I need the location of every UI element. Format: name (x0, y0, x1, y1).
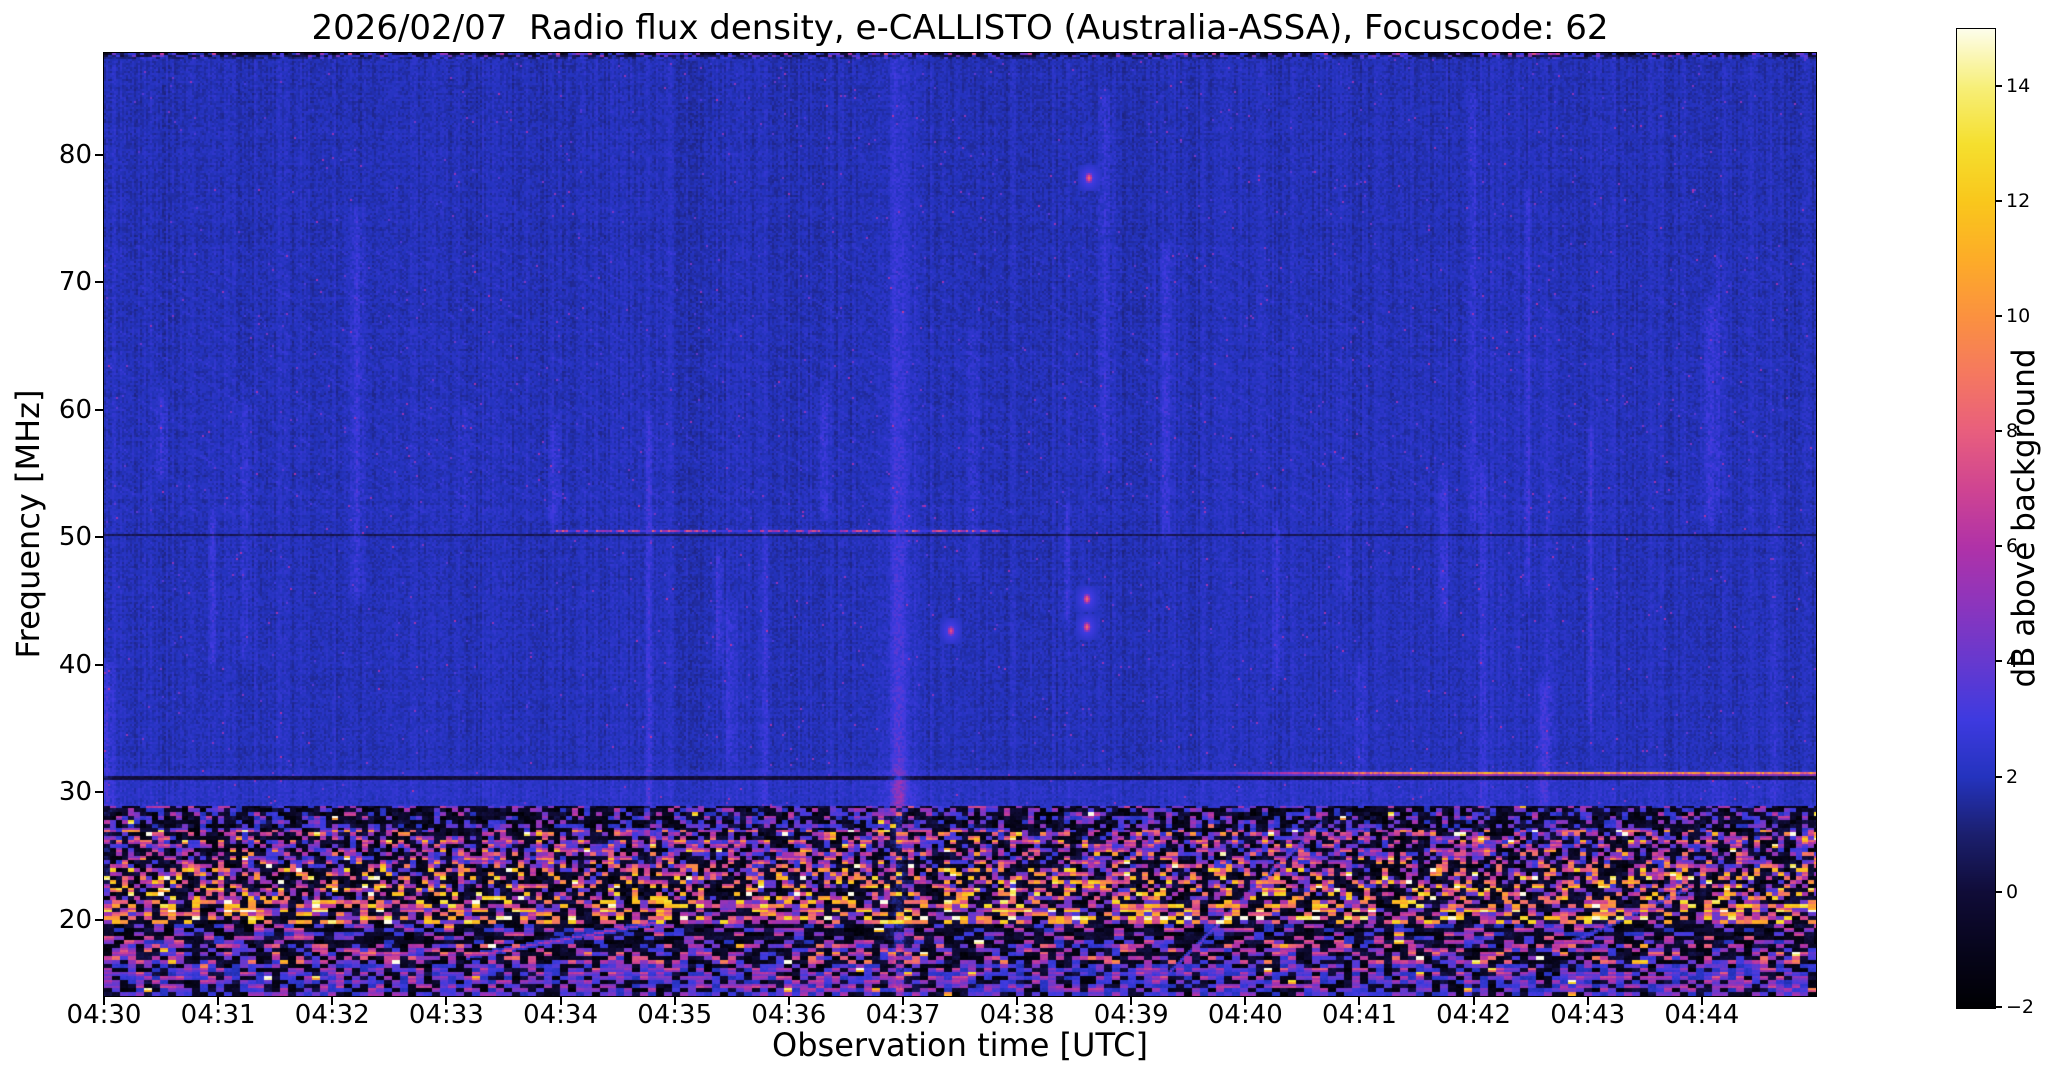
x-tick-mark (1130, 997, 1133, 1005)
colorbar-tick-mark (1995, 314, 2002, 317)
colorbar-tick-label: 14 (2006, 74, 2031, 97)
x-tick-mark (103, 997, 105, 1005)
x-axis-label: Observation time [UTC] (772, 1026, 1148, 1064)
y-tick-mark (95, 408, 103, 411)
x-tick-mark (1016, 997, 1019, 1005)
y-tick-label: 70 (58, 267, 92, 298)
colorbar-tick-mark (1995, 660, 2002, 663)
y-tick-label: 60 (58, 394, 92, 425)
x-tick-mark (1700, 997, 1703, 1005)
colorbar-tick-mark (1995, 199, 2002, 202)
colorbar-tick-mark (1995, 1006, 2002, 1008)
y-tick-mark (95, 281, 103, 284)
y-tick-label: 30 (58, 777, 92, 808)
x-tick-label: 04:40 (1207, 1000, 1283, 1030)
x-tick-label: 04:42 (1436, 1000, 1512, 1030)
y-axis-label: Frequency [MHz] (9, 389, 47, 659)
y-tick-label: 80 (58, 139, 92, 170)
x-tick-mark (1358, 997, 1361, 1005)
x-tick-mark (1586, 997, 1589, 1005)
colorbar-tick-label: −2 (2006, 996, 2035, 1018)
x-tick-label: 04:41 (1321, 1000, 1397, 1030)
plot-frame (103, 52, 1817, 997)
x-tick-mark (1472, 997, 1475, 1005)
x-tick-mark (331, 997, 334, 1005)
x-tick-mark (1244, 997, 1247, 1005)
colorbar-tick-mark (1995, 890, 2002, 893)
colorbar-canvas (1956, 28, 1996, 1009)
y-tick-mark (95, 791, 103, 794)
x-tick-label: 04:34 (523, 1000, 598, 1030)
y-tick-label: 50 (58, 522, 92, 553)
x-tick-label: 04:35 (637, 1000, 713, 1030)
x-tick-label: 04:32 (294, 1000, 370, 1030)
colorbar-tick-mark (1995, 430, 2002, 433)
x-tick-mark (217, 997, 220, 1005)
y-tick-label: 40 (58, 649, 92, 680)
x-tick-mark (445, 997, 448, 1005)
colorbar-tick-mark (1995, 84, 2002, 87)
colorbar-tick-label: 4 (2006, 650, 2019, 673)
x-tick-mark (901, 997, 904, 1005)
x-tick-label: 04:33 (408, 1000, 484, 1030)
x-tick-label: 04:37 (865, 1000, 941, 1030)
x-tick-mark (787, 997, 790, 1005)
x-tick-mark (559, 997, 562, 1005)
x-tick-label: 04:39 (1093, 1000, 1169, 1030)
spectrogram-canvas (104, 53, 1816, 996)
chart-title: 2026/02/07 Radio flux density, e-CALLIST… (311, 8, 1609, 48)
colorbar-tick-mark (1995, 545, 2002, 548)
colorbar-tick-label: 12 (2006, 189, 2031, 212)
colorbar-tick-mark (1995, 775, 2002, 778)
colorbar-tick-label: 0 (2006, 880, 2019, 903)
x-tick-mark (673, 997, 676, 1005)
y-tick-mark (95, 663, 103, 666)
colorbar-tick-label: 2 (2006, 765, 2019, 788)
x-tick-label: 04:38 (979, 1000, 1055, 1030)
x-tick-label: 04:44 (1664, 1000, 1740, 1030)
x-tick-label: 04:30 (66, 1000, 142, 1030)
x-tick-label: 04:36 (751, 1000, 827, 1030)
y-tick-mark (95, 536, 103, 539)
colorbar-tick-label: 10 (2006, 304, 2031, 327)
colorbar-tick-label: 6 (2006, 535, 2019, 558)
y-tick-mark (95, 153, 103, 156)
colorbar-tick-label: 8 (2006, 420, 2019, 443)
x-tick-label: 04:31 (180, 1000, 256, 1030)
x-tick-label: 04:43 (1550, 1000, 1626, 1030)
y-tick-label: 20 (58, 904, 92, 935)
y-tick-mark (95, 918, 103, 921)
colorbar-label: dB above background (2006, 348, 2042, 688)
